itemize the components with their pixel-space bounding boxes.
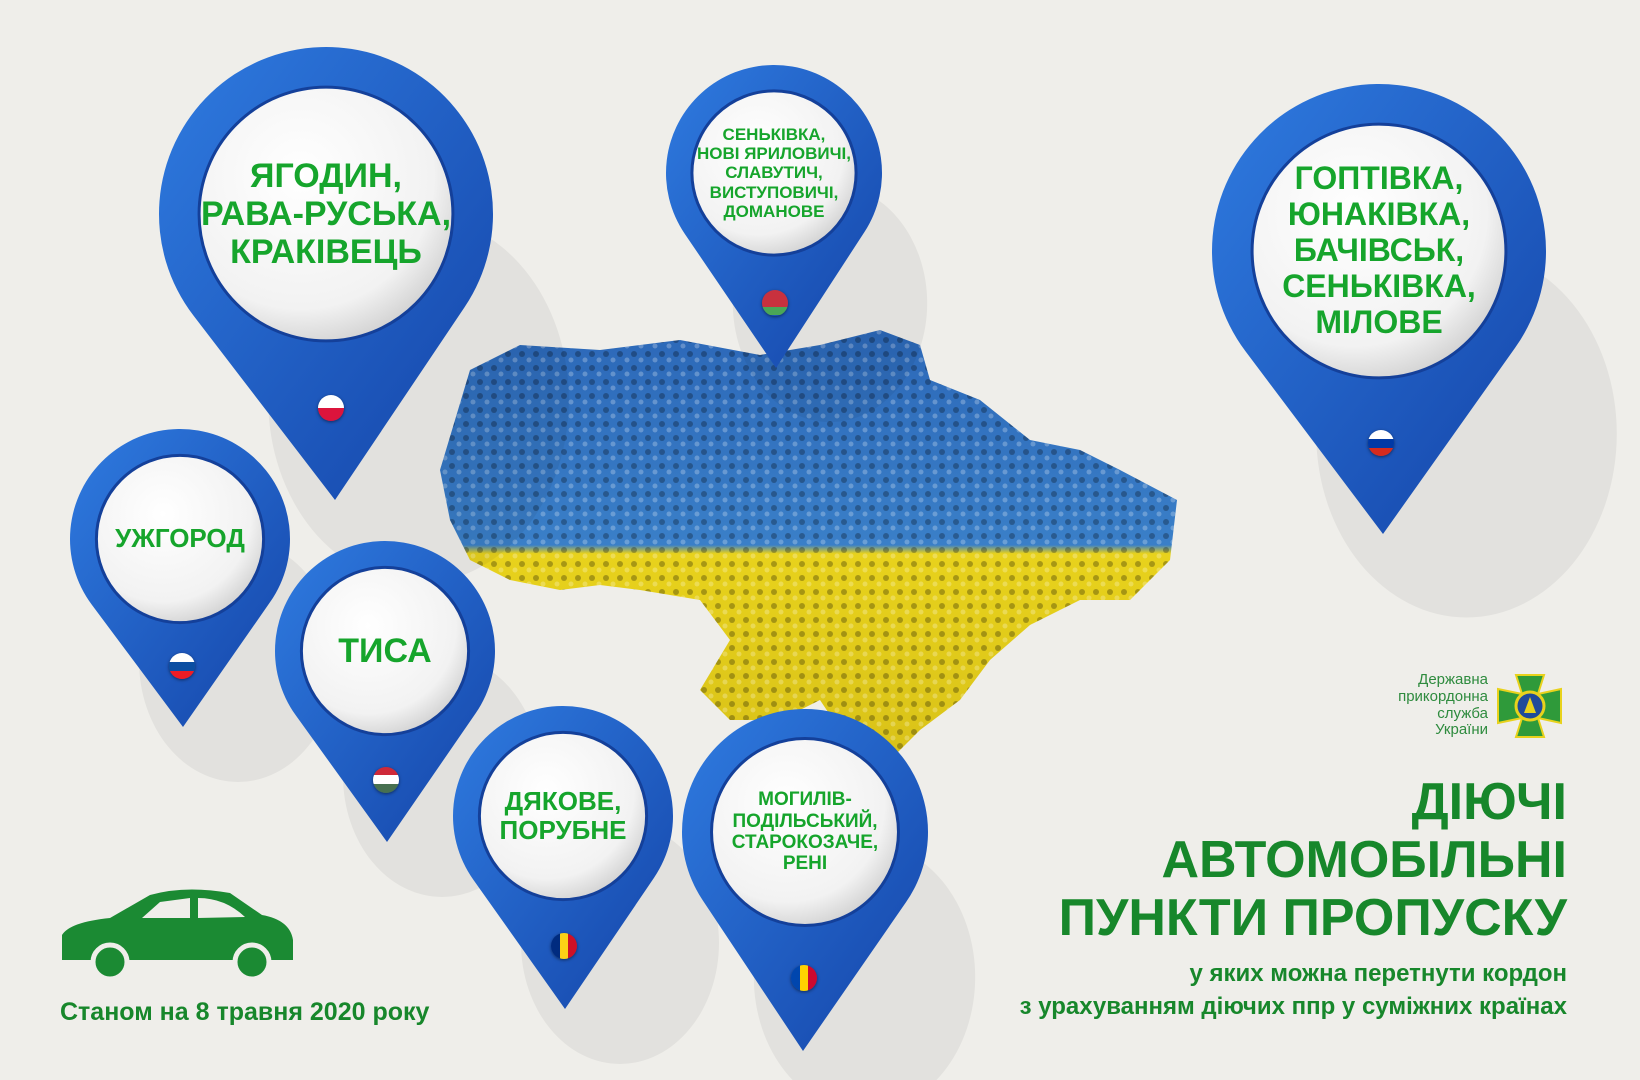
subtitle-line-1: у яких можна перетнути кордон — [1189, 960, 1567, 987]
moldova-flag-icon — [791, 965, 817, 992]
pin-poland — [159, 46, 569, 584]
subtitle-line-2: з урахуванням діючих ппр у суміжних краї… — [1019, 993, 1567, 1020]
pin-belarus — [666, 64, 928, 422]
pin-moldova — [682, 709, 976, 1080]
pin-russia — [1212, 84, 1617, 618]
title-line-1: ДІЮЧІ — [1411, 773, 1567, 831]
pin-label-poland: ЯГОДИН, РАВА-РУСЬКА, КРАКІВЕЦЬ — [200, 156, 452, 272]
pin-label-russia: ГОПТІВКА, ЮНАКІВКА, БАЧІВСЬК, СЕНЬКІВКА,… — [1282, 160, 1476, 340]
pin-label-circle — [690, 89, 858, 257]
romania-flag-icon — [551, 932, 577, 959]
pin-label-circle — [710, 737, 900, 927]
pin-label-romania: ДЯКОВЕ, ПОРУБНЕ — [499, 785, 627, 845]
pin-label-belarus: СЕНЬКІВКА, НОВІ ЯРИЛОВИЧІ, СЛАВУТИЧ, ВИС… — [696, 125, 852, 221]
pin-label-circle — [94, 453, 266, 625]
pin-label-circle — [1250, 122, 1508, 380]
ukraine-map — [440, 330, 1177, 760]
slovakia-flag-icon — [168, 653, 195, 680]
pin-label-hungary: ТИСА — [338, 631, 432, 670]
pin-romania — [452, 705, 719, 1064]
pin-label-circle — [299, 565, 471, 737]
car-icon — [62, 889, 293, 982]
pin-label-slovakia: УЖГОРОД — [115, 523, 245, 554]
russia-flag-icon — [1368, 430, 1394, 457]
poland-flag-icon — [317, 394, 344, 421]
belarus-flag-icon — [762, 289, 788, 316]
pin-label-circle — [197, 85, 455, 343]
hungary-flag-icon — [373, 766, 399, 793]
logo-text: Державна прикордонна служба України — [1398, 671, 1488, 739]
date-text: Станом на 8 травня 2020 року — [60, 998, 430, 1026]
pin-label-circle — [477, 730, 649, 902]
title-line-3: ПУНКТИ ПРОПУСКУ — [1058, 889, 1567, 947]
border-guard-emblem — [1497, 674, 1562, 738]
title-line-2: АВТОМОБІЛЬНІ — [1161, 831, 1568, 889]
pin-label-moldova: МОГИЛІВ- ПОДІЛЬСЬКИЙ, СТАРОКОЗАЧЕ, РЕНІ — [731, 789, 879, 875]
